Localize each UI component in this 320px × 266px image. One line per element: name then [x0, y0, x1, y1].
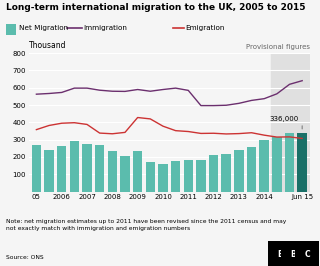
Text: Source: ONS: Source: ONS: [6, 255, 44, 260]
Text: Emigration: Emigration: [186, 25, 225, 31]
Bar: [209, 155, 218, 192]
Bar: [44, 150, 54, 192]
Bar: [32, 145, 41, 192]
Bar: [120, 156, 130, 192]
Bar: [146, 162, 155, 192]
Bar: [57, 146, 67, 192]
Text: Provisional figures: Provisional figures: [246, 44, 310, 50]
Bar: [270, 53, 310, 192]
Text: Long-term international migration to the UK, 2005 to 2015: Long-term international migration to the…: [6, 3, 306, 12]
Bar: [133, 151, 142, 192]
Bar: [285, 134, 294, 192]
Bar: [260, 140, 269, 192]
Bar: [95, 145, 104, 192]
Bar: [272, 136, 282, 192]
Text: Note: net migration estimates up to 2011 have been revised since the 2011 census: Note: net migration estimates up to 2011…: [6, 219, 287, 231]
Text: Net Migration: Net Migration: [19, 25, 68, 31]
Text: Thousand: Thousand: [29, 41, 66, 50]
Bar: [234, 150, 244, 192]
Text: B: B: [291, 250, 296, 259]
Text: Immigration: Immigration: [83, 25, 127, 31]
Bar: [196, 160, 206, 192]
Bar: [82, 144, 92, 192]
Bar: [171, 161, 180, 192]
Text: C: C: [304, 250, 310, 259]
Text: B: B: [277, 250, 283, 259]
Bar: [70, 142, 79, 192]
Bar: [297, 134, 307, 192]
Bar: [184, 160, 193, 192]
Bar: [108, 151, 117, 192]
Bar: [247, 147, 256, 192]
Bar: [158, 164, 168, 192]
Text: 336,000: 336,000: [269, 116, 298, 122]
Bar: [221, 154, 231, 192]
